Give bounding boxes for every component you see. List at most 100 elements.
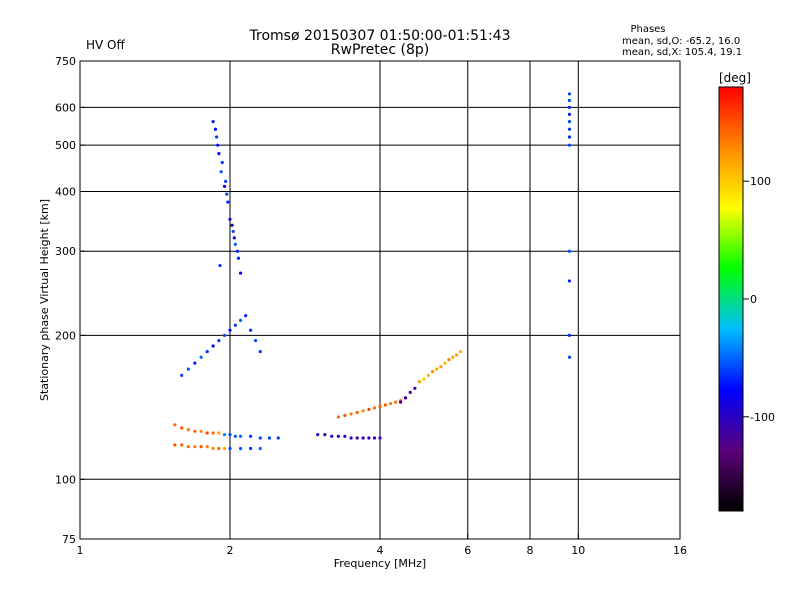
data-point: [213, 127, 218, 131]
data-point: [233, 323, 237, 327]
data-point: [372, 406, 377, 410]
data-point: [186, 445, 190, 449]
data-point: [230, 223, 234, 227]
x-tick-label: 6: [464, 544, 471, 557]
data-point: [220, 160, 224, 165]
y-tick-label: 200: [55, 329, 76, 342]
data-point: [205, 431, 209, 435]
data-point: [228, 446, 232, 451]
data-point: [417, 380, 422, 384]
data-point: [249, 328, 253, 332]
data-point: [222, 433, 227, 437]
grid-lines: [80, 61, 680, 539]
data-point: [205, 445, 209, 449]
y-tick-label: 100: [55, 473, 76, 486]
data-point: [567, 92, 572, 96]
colorbar-tick-label: -100: [750, 411, 775, 424]
data-point: [199, 429, 203, 433]
data-point: [361, 409, 365, 413]
data-point: [388, 401, 393, 406]
data-point: [231, 229, 235, 234]
data-point: [355, 436, 359, 440]
data-point: [349, 412, 353, 416]
data-point: [236, 256, 241, 260]
data-point: [216, 143, 220, 147]
data-point: [180, 443, 184, 447]
data-point: [439, 365, 443, 369]
y-axis-ticks: 75 100 200 300 400 500 600 750: [55, 55, 85, 546]
scatter-points: [173, 92, 572, 451]
data-point: [399, 400, 403, 404]
phases-info-line-x: mean, sd,X: 105.4, 19.1: [622, 47, 742, 58]
data-point: [343, 413, 347, 418]
data-point: [238, 271, 243, 275]
data-point: [426, 373, 430, 377]
data-point: [217, 152, 221, 156]
y-tick-label: 500: [55, 139, 76, 152]
data-point: [567, 127, 572, 131]
data-point: [343, 434, 347, 438]
data-point: [443, 361, 447, 365]
data-point: [222, 333, 227, 337]
data-point: [367, 436, 371, 440]
colorbar-tick-label: 0: [750, 293, 757, 306]
data-point: [403, 396, 408, 400]
data-point: [567, 355, 572, 359]
data-point: [567, 112, 572, 116]
data-point: [276, 436, 280, 440]
phases-info-line-o: mean, sd,O: -65.2, 16.0: [622, 36, 740, 47]
x-tick-label: 8: [527, 544, 534, 557]
data-point: [228, 328, 232, 332]
colorbar-ticks: 100 0 -100: [743, 175, 775, 424]
data-point: [205, 349, 209, 354]
x-tick-label: 10: [571, 544, 585, 557]
x-axis-ticks: 1 2 4 6 8 10 16: [77, 534, 687, 557]
data-point: [180, 426, 184, 430]
data-point: [217, 446, 221, 451]
x-axis-label: Frequency [MHz]: [334, 557, 426, 570]
chart-title-line1: Tromsø 20150307 01:50:00-01:51:43: [249, 28, 511, 44]
y-tick-label: 400: [55, 185, 76, 198]
data-point: [228, 433, 232, 437]
data-point: [408, 390, 412, 394]
data-point: [238, 446, 243, 451]
y-tick-label: 750: [55, 55, 76, 68]
y-tick-label: 300: [55, 245, 76, 258]
data-point: [225, 192, 229, 196]
data-point: [193, 445, 197, 449]
data-point: [211, 446, 215, 451]
data-point: [226, 200, 230, 204]
data-point: [567, 249, 572, 253]
x-tick-label: 16: [673, 544, 687, 557]
data-point: [435, 367, 439, 371]
y-tick-label: 75: [62, 533, 76, 546]
data-point: [394, 400, 398, 404]
data-point: [336, 415, 340, 419]
data-point: [193, 429, 197, 433]
data-point: [383, 403, 387, 407]
data-point: [367, 407, 371, 412]
data-point: [180, 373, 184, 377]
data-point: [222, 446, 227, 451]
phases-info-heading: Phases: [630, 24, 665, 35]
data-point: [372, 436, 377, 440]
data-point: [323, 433, 327, 437]
data-point: [567, 105, 572, 109]
data-point: [355, 410, 359, 415]
data-point: [233, 434, 237, 438]
data-point: [199, 355, 203, 359]
data-point: [413, 386, 417, 390]
data-point: [199, 445, 203, 449]
data-point: [567, 98, 572, 103]
data-point: [267, 436, 272, 440]
data-point: [211, 431, 215, 435]
data-point: [217, 339, 221, 343]
data-point: [253, 339, 258, 343]
data-point: [249, 446, 253, 451]
data-point: [330, 434, 334, 438]
colorbar-tick-label: 100: [750, 175, 771, 188]
data-point: [458, 349, 463, 354]
data-point: [244, 314, 248, 318]
data-point: [567, 143, 572, 147]
